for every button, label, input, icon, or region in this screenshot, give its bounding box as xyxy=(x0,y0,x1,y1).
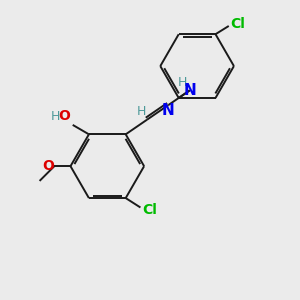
Text: H: H xyxy=(136,105,146,118)
Text: Cl: Cl xyxy=(142,203,157,218)
Text: N: N xyxy=(162,103,175,118)
Text: O: O xyxy=(42,159,54,173)
Text: H: H xyxy=(50,110,60,123)
Text: O: O xyxy=(58,109,70,122)
Text: N: N xyxy=(183,83,196,98)
Text: Cl: Cl xyxy=(230,17,245,32)
Text: H: H xyxy=(178,76,187,88)
